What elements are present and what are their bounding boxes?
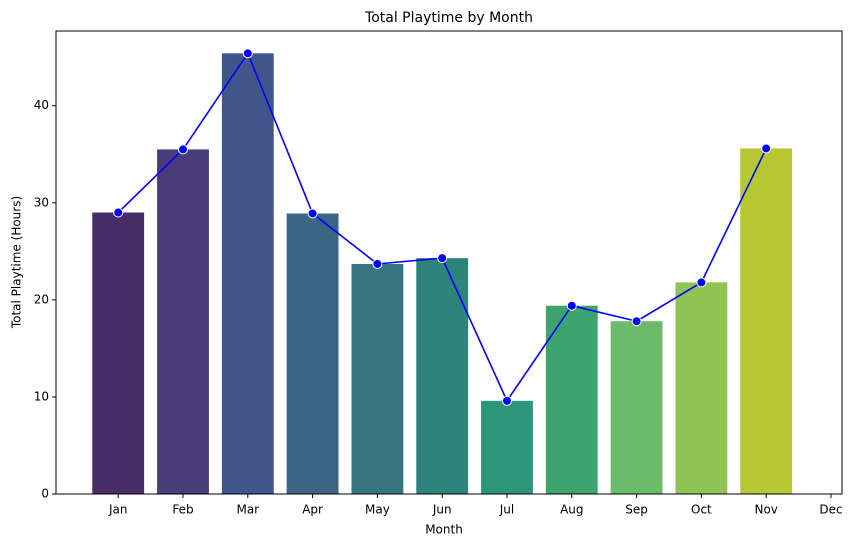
y-tick-label: 0 [41, 487, 49, 501]
line-marker [113, 207, 124, 218]
x-tick-label: Apr [302, 503, 323, 517]
line-marker [631, 316, 642, 327]
x-tick-label: Dec [819, 503, 842, 517]
bar [675, 282, 728, 494]
line-marker [178, 144, 189, 155]
line-marker [696, 277, 707, 288]
bar [286, 213, 339, 494]
x-tick-label: Feb [172, 503, 193, 517]
x-tick-label: Mar [236, 503, 259, 517]
bar [481, 400, 533, 494]
bar [545, 305, 598, 494]
bar [740, 148, 793, 494]
x-axis-label: Month [425, 523, 463, 537]
x-tick-label: Aug [560, 503, 583, 517]
plot-frame [55, 30, 843, 495]
y-tick-label: 20 [34, 292, 49, 306]
line-marker [566, 300, 577, 311]
bar [610, 321, 663, 494]
x-tick-label: Sep [625, 503, 648, 517]
chart-title: Total Playtime by Month [364, 10, 533, 26]
y-tick-label: 10 [34, 389, 49, 403]
bar [157, 149, 209, 494]
y-axis-label: Total Playtime (Hours) [10, 196, 24, 329]
line-marker [761, 143, 772, 154]
line-marker [437, 253, 448, 264]
x-tick-label: Jun [432, 503, 452, 517]
x-tick-label: Jul [499, 503, 514, 517]
x-tick-label: Nov [754, 503, 777, 517]
y-tick-label: 40 [34, 98, 49, 112]
x-tick-label: May [365, 503, 390, 517]
bar [351, 263, 404, 494]
x-tick-label: Oct [691, 503, 712, 517]
x-tick-label: Jan [108, 503, 128, 517]
line-marker [501, 395, 512, 406]
line-marker [242, 48, 253, 59]
line-marker [372, 258, 383, 269]
bar [416, 258, 469, 494]
y-tick-label: 30 [34, 195, 49, 209]
line-marker [307, 208, 318, 219]
bar [92, 212, 145, 494]
bar [221, 53, 274, 494]
